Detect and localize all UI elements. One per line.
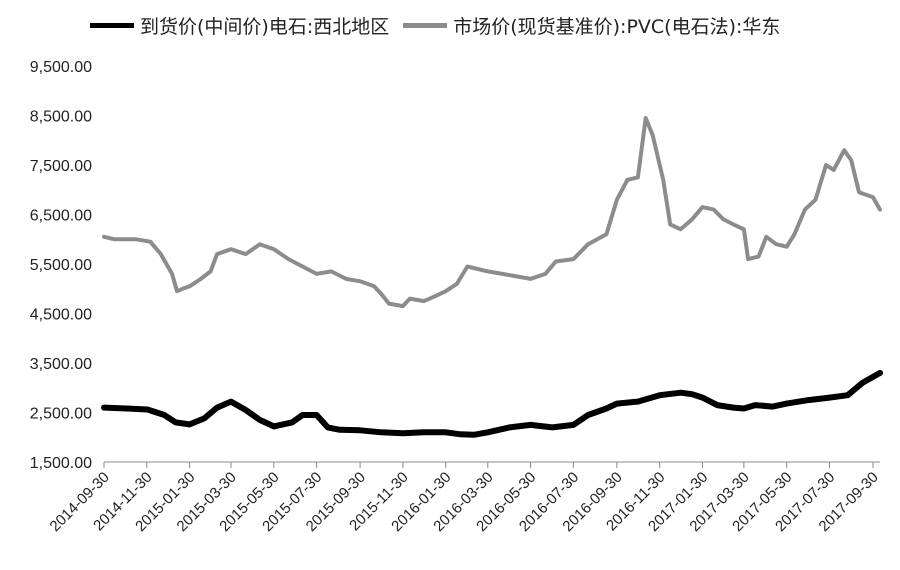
y-tick-label: 7,500.00 xyxy=(30,158,92,175)
legend-swatch-pvc xyxy=(403,23,448,28)
y-tick-label: 9,500.00 xyxy=(30,59,92,76)
y-tick-label: 8,500.00 xyxy=(30,109,92,126)
y-tick-label: 3,500.00 xyxy=(30,356,92,373)
legend: 到货价(中间价)电石:西北地区 市场价(现货基准价):PVC(电石法):华东 xyxy=(90,12,794,39)
series-line-carbide xyxy=(101,369,883,438)
x-axis-ticks: 2014-09-302014-11-302015-01-302015-03-30… xyxy=(47,462,882,535)
y-tick-label: 5,500.00 xyxy=(30,257,92,274)
y-tick-label: 1,500.00 xyxy=(30,455,92,472)
y-axis-ticks: 1,500.00 2,500.00 3,500.00 4,500.00 5,500.00… xyxy=(30,59,92,472)
series-line-pvc xyxy=(102,116,882,309)
series-lines xyxy=(101,116,883,438)
y-tick-label: 6,500.00 xyxy=(30,208,92,225)
legend-label-pvc: 市场价(现货基准价):PVC(电石法):华东 xyxy=(453,16,781,38)
y-tick-label: 2,500.00 xyxy=(30,406,92,423)
legend-item-carbide: 到货价(中间价)电石:西北地区 xyxy=(90,12,389,39)
legend-item-pvc: 市场价(现货基准价):PVC(电石法):华东 xyxy=(403,12,780,39)
legend-swatch-carbide xyxy=(90,23,134,28)
y-tick-label: 4,500.00 xyxy=(30,307,92,324)
legend-label-carbide: 到货价(中间价)电石:西北地区 xyxy=(140,16,390,38)
